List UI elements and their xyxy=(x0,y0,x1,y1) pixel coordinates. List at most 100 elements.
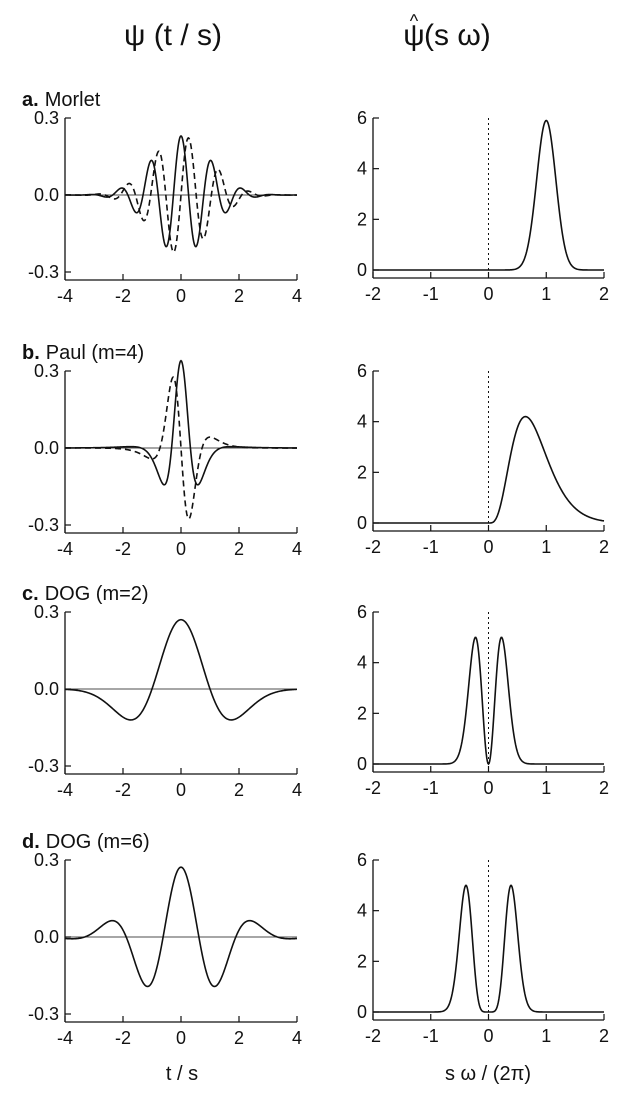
y-tick-label: 0 xyxy=(357,754,367,774)
real-part-line xyxy=(65,134,297,248)
x-tick-label: -2 xyxy=(365,284,381,304)
x-tick-label: 0 xyxy=(483,1026,493,1046)
y-tick-label: 6 xyxy=(357,850,367,870)
x-tick-label: -4 xyxy=(57,286,73,306)
x-tick-label: 0 xyxy=(176,286,186,306)
x-tick-label: 1 xyxy=(541,537,551,557)
y-tick-label: 0.0 xyxy=(34,438,59,458)
x-tick-label: 2 xyxy=(234,780,244,800)
x-tick-label: -1 xyxy=(423,284,439,304)
x-tick-label: 0 xyxy=(483,778,493,798)
time-domain-plot: 0.3 0.0 -0.3 -4 -2 0 2 4 xyxy=(28,108,302,306)
y-tick-label: 4 xyxy=(357,159,367,179)
y-tick-label: 0.3 xyxy=(34,108,59,128)
right-title-hat: ^ xyxy=(410,11,419,31)
x-tick-label: 0 xyxy=(483,284,493,304)
x-tick-label: 2 xyxy=(599,284,609,304)
spectrum-line xyxy=(373,884,604,1013)
y-tick-label: 0.3 xyxy=(34,361,59,381)
y-tick-label: 6 xyxy=(357,108,367,128)
real-part-line xyxy=(65,359,297,486)
x-tick-label: 2 xyxy=(599,537,609,557)
x-tick-label: 4 xyxy=(292,539,302,559)
time-domain-plot: 0.3 0.0 -0.3 -4 -2 0 2 4 xyxy=(28,359,302,559)
x-tick-label: -2 xyxy=(115,780,131,800)
y-tick-label: 4 xyxy=(357,901,367,921)
x-tick-label: -4 xyxy=(57,1028,73,1048)
y-tick-label: 2 xyxy=(357,703,367,723)
y-tick-label: 2 xyxy=(357,209,367,229)
frequency-domain-plot: 6 4 2 0 -2 -1 0 1 2 xyxy=(357,602,609,798)
left-x-axis-title: t / s xyxy=(166,1063,198,1085)
panel-letter: c. xyxy=(22,583,39,605)
panel-name: DOG (m=6) xyxy=(46,831,150,853)
frequency-domain-plot: 6 4 2 0 -2 -1 0 1 2 xyxy=(357,108,609,304)
spectrum-line xyxy=(373,415,605,524)
x-tick-label: -4 xyxy=(57,780,73,800)
x-tick-label: -2 xyxy=(365,537,381,557)
panel-letter: b. xyxy=(22,342,40,364)
frequency-domain-plot: 6 4 2 0 -2 -1 0 1 2 xyxy=(357,850,609,1046)
y-tick-label: -0.3 xyxy=(28,1004,59,1024)
x-tick-label: 0 xyxy=(483,537,493,557)
y-tick-label: 0 xyxy=(357,260,367,280)
panel-label: d. DOG (m=6) xyxy=(22,831,150,853)
x-tick-label: 2 xyxy=(234,539,244,559)
y-tick-label: 4 xyxy=(357,653,367,673)
time-domain-plot: 0.3 0.0 -0.3 -4 -2 0 2 4 xyxy=(28,602,302,800)
y-tick-label: 4 xyxy=(357,412,367,432)
real-part-line xyxy=(64,618,298,721)
y-tick-label: 0.3 xyxy=(34,602,59,622)
right-column-title: ψ ^ (s ω) xyxy=(403,11,490,52)
y-tick-label: 0.3 xyxy=(34,850,59,870)
right-x-axis-title: s ω / (2π) xyxy=(445,1063,531,1085)
x-tick-label: 4 xyxy=(292,1028,302,1048)
imaginary-part-line xyxy=(65,137,297,253)
x-tick-label: -1 xyxy=(423,537,439,557)
panel-name: DOG (m=2) xyxy=(45,583,149,605)
x-tick-label: -2 xyxy=(115,1028,131,1048)
panel-name: Morlet xyxy=(45,89,101,111)
y-tick-label: 0.0 xyxy=(34,927,59,947)
y-tick-label: 6 xyxy=(357,361,367,381)
panel-name: Paul (m=4) xyxy=(46,342,144,364)
x-tick-label: -4 xyxy=(57,539,73,559)
y-tick-label: 2 xyxy=(357,462,367,482)
y-tick-label: 6 xyxy=(357,602,367,622)
y-tick-label: -0.3 xyxy=(28,262,59,282)
y-tick-label: 0 xyxy=(357,513,367,533)
panel-letter: d. xyxy=(22,831,40,853)
spectrum-line xyxy=(373,636,604,766)
x-tick-label: -1 xyxy=(423,1026,439,1046)
x-tick-label: -2 xyxy=(115,286,131,306)
panel-label: a. Morlet xyxy=(22,89,101,111)
panel-label: b. Paul (m=4) xyxy=(22,342,144,364)
x-tick-label: 1 xyxy=(541,778,551,798)
x-tick-label: 2 xyxy=(234,286,244,306)
y-tick-label: -0.3 xyxy=(28,515,59,535)
x-tick-label: 0 xyxy=(176,539,186,559)
x-tick-label: 0 xyxy=(176,780,186,800)
x-tick-label: 1 xyxy=(541,284,551,304)
x-tick-label: -2 xyxy=(365,778,381,798)
x-tick-label: 4 xyxy=(292,780,302,800)
right-title-arg: (s ω) xyxy=(424,19,491,52)
y-tick-label: 0 xyxy=(357,1002,367,1022)
real-part-line xyxy=(64,866,298,988)
right-title-psi: ψ xyxy=(403,19,424,52)
time-domain-plot: 0.3 0.0 -0.3 -4 -2 0 2 4 xyxy=(28,850,302,1048)
frequency-domain-plot: 6 4 2 0 -2 -1 0 1 2 xyxy=(357,361,609,557)
spectrum-line xyxy=(373,119,604,271)
x-tick-label: 1 xyxy=(541,1026,551,1046)
x-tick-label: -2 xyxy=(115,539,131,559)
y-tick-label: -0.3 xyxy=(28,756,59,776)
y-tick-label: 2 xyxy=(357,951,367,971)
x-tick-label: 0 xyxy=(176,1028,186,1048)
x-tick-label: 2 xyxy=(234,1028,244,1048)
x-tick-label: 4 xyxy=(292,286,302,306)
y-tick-label: 0.0 xyxy=(34,679,59,699)
x-tick-label: 2 xyxy=(599,1026,609,1046)
x-tick-label: -2 xyxy=(365,1026,381,1046)
